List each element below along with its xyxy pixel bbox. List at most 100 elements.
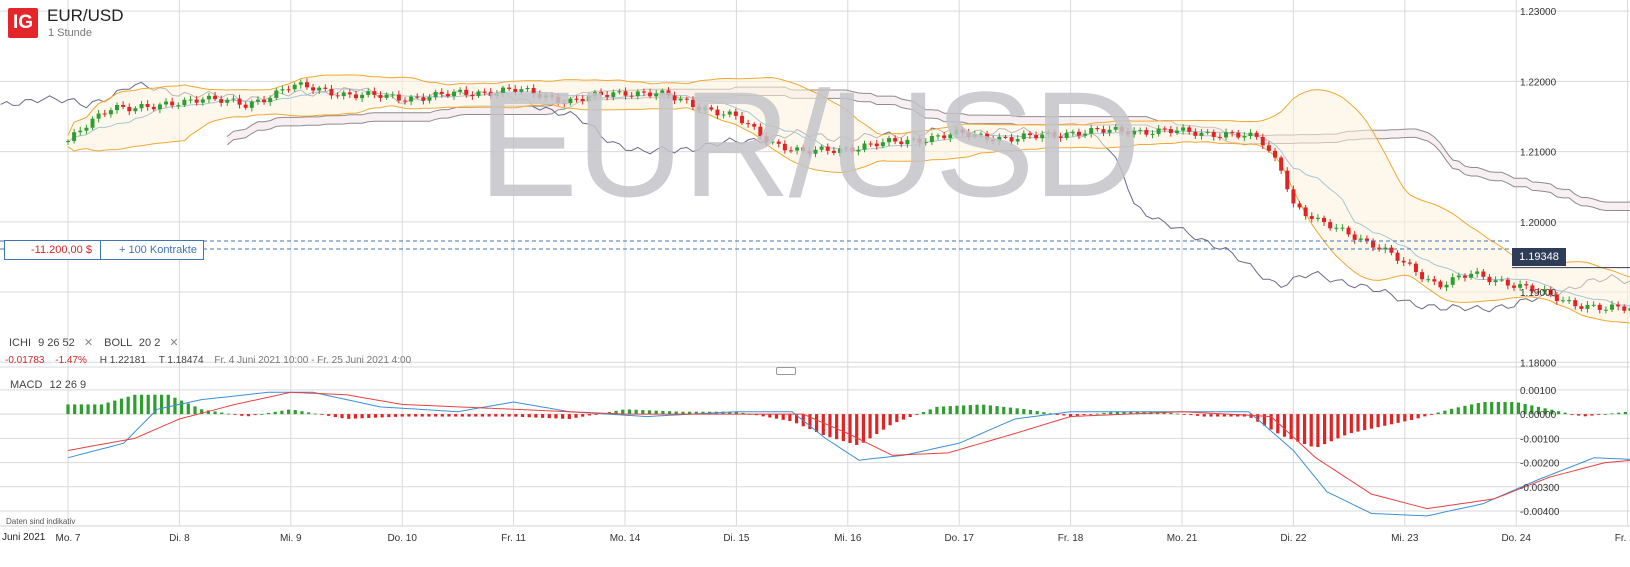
macd-panel	[66, 391, 1630, 517]
candle-body	[1279, 157, 1284, 171]
candle-body	[433, 91, 438, 98]
candle-body	[936, 135, 941, 137]
candle-body	[776, 141, 781, 144]
macd-histogram-bar	[574, 414, 578, 418]
macd-histogram-bar	[1556, 411, 1561, 415]
macd-histogram-bar	[614, 410, 618, 415]
boll-label[interactable]: BOLL	[104, 337, 132, 349]
candle-body	[139, 103, 144, 109]
candle-body	[1499, 279, 1504, 281]
macd-histogram-bar	[1456, 407, 1460, 415]
candle-body	[1101, 129, 1106, 133]
candle-body	[1224, 132, 1229, 138]
candle-body	[121, 104, 126, 107]
candle-body	[1174, 130, 1179, 134]
open-position-marker[interactable]: -11.200,00 $ + 100 Kontrakte	[4, 240, 204, 260]
candle-body	[1395, 252, 1400, 261]
macd-histogram-bar	[139, 394, 144, 415]
macd-histogram-bar	[1543, 408, 1547, 415]
interval-label[interactable]: 1 Stunde	[48, 27, 93, 39]
macd-histogram-bar	[982, 404, 986, 415]
bollinger-lower	[67, 103, 1630, 324]
date-range: Fr. 4 Juni 2021 10:00 - Fr. 25 Juni 2021…	[214, 355, 412, 366]
macd-histogram-bar	[307, 412, 311, 415]
macd-histogram-bar	[1069, 414, 1073, 417]
macd-histogram-bar	[1042, 412, 1046, 415]
instrument-title[interactable]: EUR/USD	[47, 6, 124, 25]
candle-body	[782, 143, 787, 151]
ichi-label[interactable]: ICHI	[9, 337, 31, 349]
macd-histogram-bar	[1503, 402, 1507, 415]
candle-body	[311, 87, 316, 91]
macd-histogram-bar	[688, 411, 692, 415]
candle-body	[654, 93, 659, 97]
candle-body	[1040, 134, 1045, 139]
candle-body	[831, 150, 836, 153]
candle-body	[703, 107, 708, 111]
macd-histogram-bar	[300, 411, 304, 415]
macd-label[interactable]: MACD	[10, 379, 43, 391]
low-value: 1.18474	[167, 355, 204, 366]
candle-body	[874, 143, 879, 147]
x-tick-label: Di. 8	[169, 533, 190, 544]
macd-histogram-bar	[133, 394, 137, 415]
macd-histogram-bar	[1449, 408, 1454, 415]
candle-body	[911, 138, 916, 140]
macd-tick-label: -0.00200	[1520, 459, 1560, 470]
macd-histogram-bar	[701, 411, 705, 415]
macd-histogram-bar	[1376, 414, 1380, 428]
macd-histogram-bar	[955, 405, 959, 415]
low-label: T	[158, 355, 165, 366]
candle-body	[1389, 247, 1394, 253]
macd-histogram-bar	[474, 414, 478, 417]
macd-histogram-bar	[1416, 414, 1420, 419]
macd-legend: MACD 12 26 9	[10, 379, 86, 391]
candle-body	[1248, 132, 1253, 136]
candle-body	[739, 115, 744, 124]
x-tick-label: Do. 10	[387, 533, 417, 544]
macd-histogram-bar	[915, 414, 919, 415]
macd-histogram-bar	[1530, 405, 1534, 415]
macd-histogram-bar	[1002, 406, 1006, 415]
candle-body	[1230, 132, 1235, 134]
candle-body	[899, 141, 904, 145]
macd-histogram-bar	[634, 409, 638, 415]
candle-body	[1260, 136, 1265, 146]
month-label: Juni 2021	[2, 532, 46, 543]
macd-histogram-bar	[373, 414, 378, 418]
candle-body	[507, 87, 512, 89]
candle-body	[727, 111, 732, 115]
macd-histogram-bar	[527, 414, 531, 418]
remove-boll-icon[interactable]: ✕	[169, 337, 179, 349]
macd-histogram-bar	[567, 414, 571, 419]
panel-resize-handle[interactable]	[776, 367, 796, 375]
remove-ichi-icon[interactable]: ✕	[83, 337, 94, 349]
axis-labels: Mo. 7 Di. 8 Mi. 9 Do. 10 Fr. 11 Mo. 14 Di. 15 M…	[55, 7, 1630, 544]
x-tick-label: Di. 22	[1280, 533, 1307, 544]
candle-body	[1481, 271, 1486, 277]
macd-histogram-bar	[360, 414, 364, 419]
candle-body	[1628, 308, 1630, 311]
candle-body	[231, 98, 236, 100]
macd-histogram-bar	[467, 414, 471, 417]
macd-histogram-bar	[835, 414, 839, 440]
macd-histogram-bar	[1349, 414, 1353, 434]
macd-histogram-bar	[153, 394, 157, 415]
candle-body	[1003, 136, 1008, 138]
macd-histogram-bar	[728, 411, 732, 415]
macd-histogram-bar	[667, 411, 672, 415]
macd-histogram-bar	[1122, 411, 1126, 415]
candle-body	[672, 95, 677, 101]
candle-body	[90, 118, 95, 128]
candle-body	[1346, 227, 1351, 235]
macd-histogram-bar	[1356, 414, 1360, 432]
macd-histogram-bar	[1229, 414, 1233, 417]
candle-body	[1150, 133, 1155, 135]
candle-body	[905, 139, 910, 145]
candle-body	[1542, 289, 1547, 292]
macd-histogram-bar	[1396, 414, 1400, 423]
candle-body	[366, 91, 371, 95]
candle-body	[537, 94, 542, 98]
candle-body	[1518, 284, 1523, 288]
